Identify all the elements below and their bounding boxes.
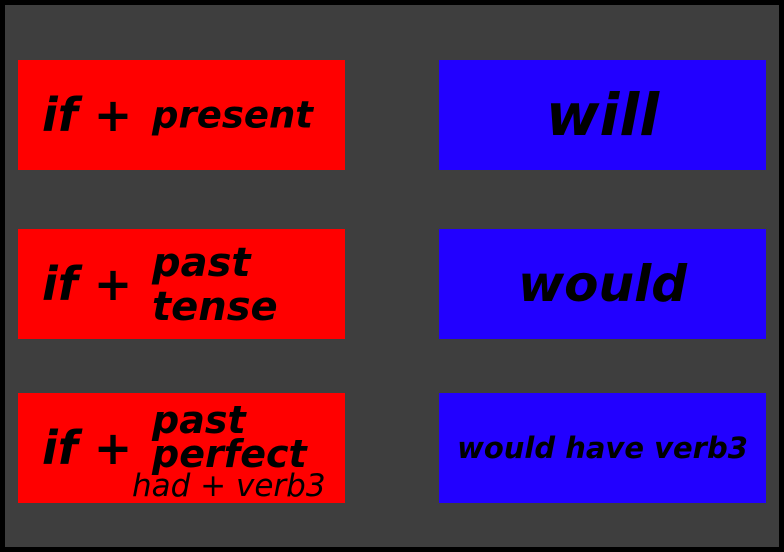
condition-text: present — [152, 93, 313, 137]
if-label: if + — [42, 421, 133, 475]
result-text: will — [545, 81, 660, 149]
condition-box-third: if + past perfect had + verb3 — [18, 393, 345, 503]
condition-note: had + verb3 — [132, 468, 326, 504]
condition-line-2: perfect — [152, 432, 307, 476]
result-box-third: would have verb3 — [439, 393, 766, 503]
result-box-first: will — [439, 60, 766, 170]
condition-text: past perfect — [152, 398, 307, 476]
if-label: if + — [42, 88, 133, 142]
condition-box-second: if + past tense — [18, 229, 345, 339]
condition-line-1: past — [152, 240, 251, 286]
condition-box-first: if + present — [18, 60, 345, 170]
result-text: would — [517, 255, 688, 313]
result-text: would have verb3 — [457, 431, 748, 465]
condition-line-2: tense — [152, 284, 278, 330]
if-label: if + — [42, 257, 133, 311]
condition-line-1: past — [152, 398, 246, 442]
condition-text: past tense — [152, 241, 278, 329]
result-box-second: would — [439, 229, 766, 339]
